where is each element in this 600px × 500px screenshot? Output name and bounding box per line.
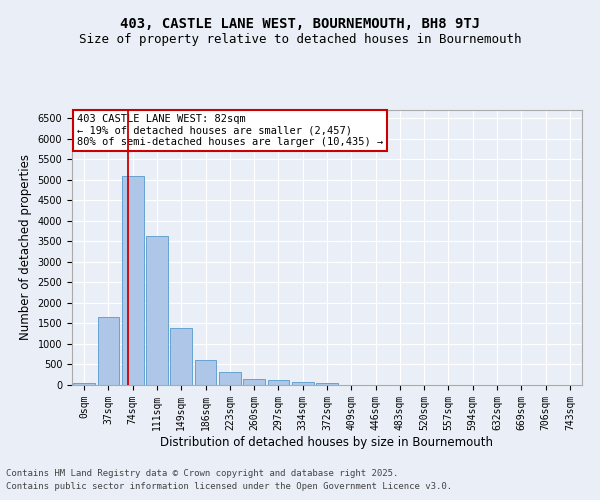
Bar [170, 328, 192, 385]
Text: Contains HM Land Registry data © Crown copyright and database right 2025.: Contains HM Land Registry data © Crown c… [6, 468, 398, 477]
X-axis label: Distribution of detached houses by size in Bournemouth: Distribution of detached houses by size … [161, 436, 493, 448]
Bar [316, 384, 338, 385]
Bar [97, 318, 119, 385]
Bar [73, 382, 95, 385]
Bar [268, 380, 289, 385]
Text: 403, CASTLE LANE WEST, BOURNEMOUTH, BH8 9TJ: 403, CASTLE LANE WEST, BOURNEMOUTH, BH8 … [120, 18, 480, 32]
Text: 403 CASTLE LANE WEST: 82sqm
← 19% of detached houses are smaller (2,457)
80% of : 403 CASTLE LANE WEST: 82sqm ← 19% of det… [77, 114, 383, 148]
Bar [122, 176, 143, 385]
Y-axis label: Number of detached properties: Number of detached properties [19, 154, 32, 340]
Bar [146, 236, 168, 385]
Text: Size of property relative to detached houses in Bournemouth: Size of property relative to detached ho… [79, 32, 521, 46]
Text: Contains public sector information licensed under the Open Government Licence v3: Contains public sector information licen… [6, 482, 452, 491]
Bar [219, 372, 241, 385]
Bar [243, 379, 265, 385]
Bar [194, 360, 217, 385]
Bar [292, 382, 314, 385]
